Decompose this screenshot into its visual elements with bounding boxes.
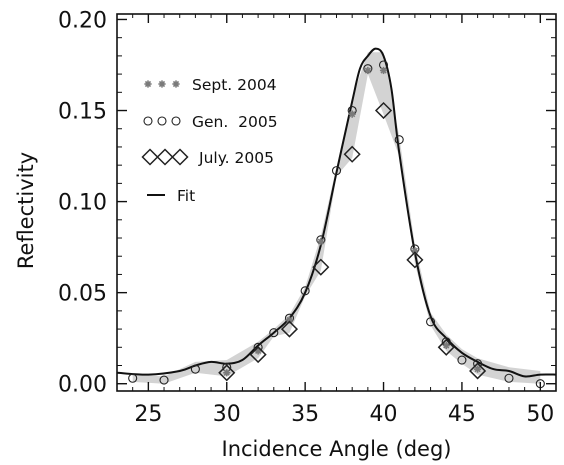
point-gen-2005 <box>457 355 467 365</box>
y-tick-label: 0.20 <box>58 8 107 33</box>
legend-marker-gen-2005 <box>171 116 181 126</box>
x-tick-label: 45 <box>448 402 476 427</box>
point-gen-2005 <box>426 317 436 327</box>
x-axis-title: Incidence Angle (deg) <box>222 437 452 461</box>
legend-marker-sept-2004 <box>172 80 180 88</box>
point-july-2005 <box>469 362 487 380</box>
legend-marker-sept-2004 <box>144 80 152 88</box>
point-sept-2004 <box>254 347 262 355</box>
x-tick-label: 50 <box>526 402 554 427</box>
y-tick-label: 0.00 <box>58 373 107 398</box>
fit-line <box>116 47 557 378</box>
y-tick-label: 0.05 <box>58 282 107 307</box>
point-july-2005 <box>280 320 299 338</box>
point-sept-2004 <box>348 110 356 118</box>
legend-label: July. 2005 <box>198 149 274 167</box>
legend-label: Fit <box>177 187 195 205</box>
point-gen-2005 <box>331 166 342 176</box>
x-tick-label: 30 <box>213 402 241 427</box>
legend-marker-gen-2005 <box>143 116 153 126</box>
point-sept-2004 <box>411 247 419 255</box>
point-gen-2005 <box>269 328 279 338</box>
legend-marker-sept-2004 <box>158 80 166 88</box>
point-july-2005 <box>312 258 330 276</box>
point-sept-2004 <box>474 365 482 373</box>
point-july-2005 <box>343 145 361 163</box>
legend-label: Sept. 2004 <box>192 76 277 94</box>
x-tick-label: 35 <box>291 402 319 427</box>
point-july-2005 <box>437 338 455 356</box>
point-july-2005 <box>249 346 267 364</box>
point-sept-2004 <box>442 341 450 350</box>
point-gen-2005 <box>504 373 514 383</box>
x-tick-label: 25 <box>134 402 162 427</box>
point-july-2005 <box>406 251 424 269</box>
legend-marker-july-2005 <box>141 148 159 166</box>
y-tick-label: 0.10 <box>58 191 107 216</box>
point-july-2005 <box>218 364 236 382</box>
y-axis-title: Reflectivity <box>14 152 38 269</box>
point-sept-2004 <box>223 369 231 377</box>
legend: Sept. 2004 Gen. 2005 July. 2005 Fit <box>141 76 278 205</box>
point-gen-2005 <box>394 135 404 145</box>
point-sept-2004 <box>379 66 388 75</box>
point-sept-2004 <box>364 66 372 75</box>
point-gen-2005 <box>128 373 138 383</box>
point-sept-2004 <box>317 238 325 246</box>
point-gen-2005 <box>190 364 200 374</box>
legend-label: Gen. 2005 <box>192 113 278 131</box>
legend-marker-july-2005 <box>156 148 174 166</box>
data-spread-band <box>132 52 541 384</box>
point-gen-2005 <box>159 375 169 385</box>
point-july-2005 <box>374 101 393 120</box>
point-gen-2005 <box>300 286 310 296</box>
legend-marker-july-2005 <box>171 148 189 166</box>
legend-marker-gen-2005 <box>157 116 167 126</box>
y-tick-label: 0.15 <box>58 100 107 125</box>
x-tick-label: 40 <box>370 402 398 427</box>
